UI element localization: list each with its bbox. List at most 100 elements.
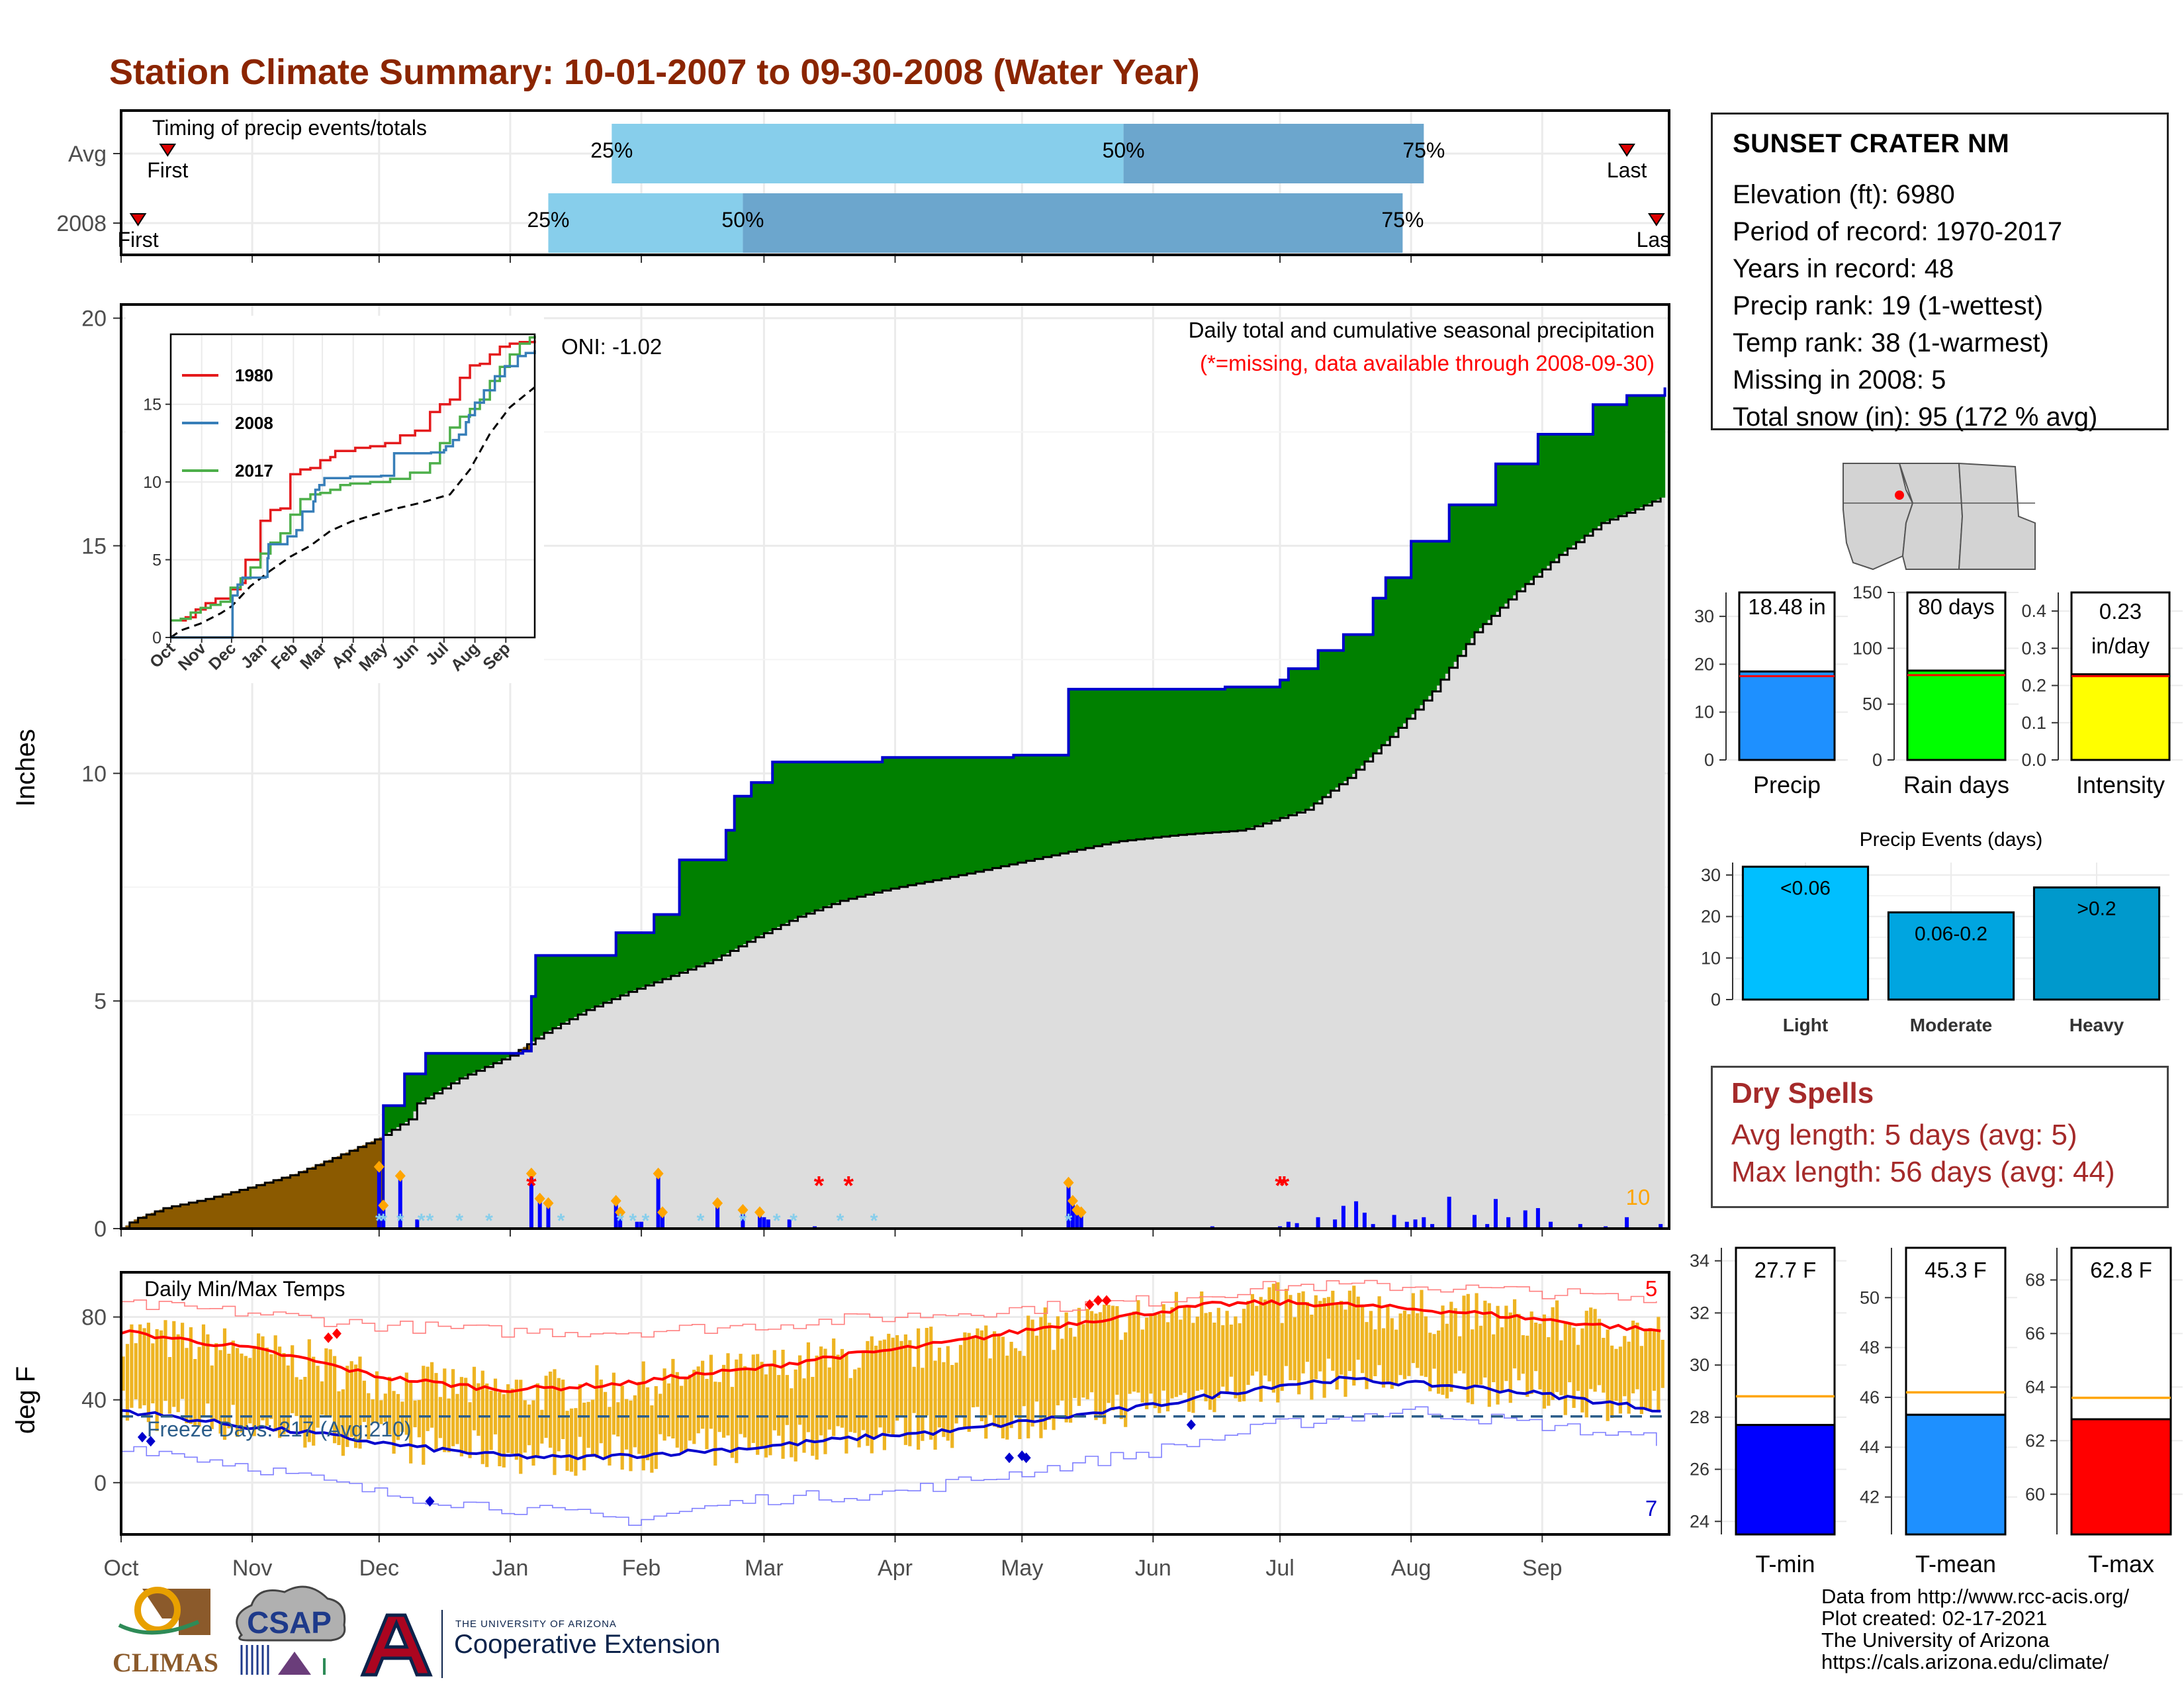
events-ytick-label: 20	[1701, 907, 1721, 927]
precip-snow-marker: *	[697, 1210, 705, 1232]
temp-xtick-label: Jul	[1265, 1556, 1294, 1581]
timing-label-50: 50%	[1103, 138, 1145, 162]
events-bar-label: <0.06	[1780, 877, 1831, 899]
temp-freeze-label: Freeze Days: 217 (Avg:210)	[147, 1417, 412, 1441]
dry-spells-avg: Avg length: 5 days (avg: 5)	[1731, 1119, 2077, 1151]
csap-logo-text: CSAP	[247, 1605, 332, 1640]
precip-missing-marker: *	[526, 1172, 537, 1201]
temp-record-low-marker	[146, 1436, 156, 1447]
dry-spells-box: Dry Spells Avg length: 5 days (avg: 5) M…	[1711, 1066, 2169, 1208]
coop-ext-logo-text: Cooperative Extension	[454, 1630, 720, 1659]
precip-daily-bar	[639, 1221, 644, 1229]
timing-label-75: 75%	[1402, 138, 1445, 162]
precip-daily-bar	[618, 1215, 623, 1229]
precip-snow-marker: *	[557, 1210, 565, 1232]
station-name: SUNSET CRATER NM	[1733, 129, 2010, 158]
events-category-label: Heavy	[2070, 1015, 2124, 1035]
temp-normal-max-line	[120, 1299, 1661, 1393]
temp-record-high-marker	[1093, 1295, 1103, 1306]
precip-snow-marker: *	[837, 1210, 844, 1232]
station-precip-rank: Precip rank: 19 (1-wettest)	[1733, 291, 2044, 320]
ttotal-value-label: 45.3 F	[1925, 1258, 1987, 1282]
precip-event-marker	[712, 1197, 723, 1209]
ttotal-ytick-label: 32	[1690, 1303, 1709, 1323]
precip-daily-bar	[537, 1201, 542, 1229]
precip-above-avg-area	[383, 395, 1666, 1135]
total-value-label: 18.48 in	[1748, 594, 1825, 619]
temp-xtick-label: Aug	[1391, 1556, 1432, 1581]
precip-daily-bar	[1295, 1223, 1299, 1229]
temp-ytick-label: 40	[81, 1388, 107, 1413]
temp-xtick-label: Jan	[492, 1556, 529, 1581]
timing-label-25: 25%	[590, 138, 633, 162]
precip-ylabel: Inches	[11, 729, 40, 807]
timing-bar-25-50	[548, 193, 743, 253]
precip-daily-bar	[1535, 1208, 1540, 1229]
timing-last-marker	[1647, 213, 1665, 226]
total-ytick-label: 100	[1852, 638, 1882, 658]
precip-daily-bar	[415, 1219, 420, 1229]
timing-bar-50-75	[1123, 124, 1424, 183]
total-panel-name: Rain days	[1903, 771, 2009, 798]
inset-border	[169, 333, 536, 639]
precip-event-marker	[394, 1170, 406, 1182]
precip-snow-marker: *	[642, 1210, 650, 1232]
ttotal-ytick-label: 60	[2025, 1484, 2045, 1504]
temp-normal-min-line	[120, 1376, 1661, 1460]
precip-daily-bar	[757, 1215, 762, 1229]
precip-daily-bar	[529, 1176, 533, 1229]
climas-logo-swoosh	[118, 1620, 200, 1635]
timing-label-25: 25%	[527, 208, 569, 232]
precip-daily-bar	[1485, 1224, 1490, 1229]
precip-ytick-label: 20	[81, 306, 107, 332]
precip-daily-bar	[1371, 1224, 1375, 1229]
precip-daily-bar	[546, 1205, 551, 1229]
temp-xtick-label: May	[1001, 1556, 1043, 1581]
ttotal-ytick-label: 62	[2025, 1430, 2045, 1450]
inset-line-2017	[171, 336, 536, 622]
ttotal-ytick-label: 24	[1690, 1511, 1709, 1531]
precip-event-marker	[737, 1203, 749, 1216]
total-label-box	[1906, 591, 2007, 672]
ttotal-ytick-label: 30	[1690, 1355, 1709, 1375]
precip-daily-bar	[1549, 1221, 1553, 1229]
total-value-bar	[2070, 673, 2171, 761]
precip-daily-bar	[1392, 1215, 1396, 1229]
total-value-label: 0.23	[2099, 599, 2142, 624]
timing-title: Timing of precip events/totals	[152, 116, 427, 140]
ttotal-ytick-label: 28	[1690, 1407, 1709, 1427]
timing-bar-50-75	[743, 193, 1403, 253]
inset-legend-label: 1980	[235, 365, 273, 385]
credit-date: Plot created: 02-17-2021	[1821, 1607, 2048, 1630]
precip-daily-bar	[1447, 1196, 1451, 1229]
precip-daily-bar	[1333, 1219, 1338, 1229]
temp-xtick-label: Feb	[622, 1556, 661, 1581]
csap-mountain-icon	[278, 1652, 311, 1675]
temp-title: Daily Min/Max Temps	[144, 1277, 345, 1301]
events-bar	[1741, 865, 1870, 1001]
temp-record-high-marker	[1102, 1295, 1112, 1306]
precip-event-marker	[543, 1197, 554, 1209]
total-panel-name: Precip	[1753, 771, 1821, 798]
station-temp-rank: Temp rank: 38 (1-warmest)	[1733, 328, 2049, 357]
total-ytick-label: 50	[1862, 694, 1882, 714]
inset-legend-label: 2008	[235, 413, 273, 433]
temp-xtick-label: Apr	[878, 1556, 913, 1581]
total-ytick-label: 0.1	[2021, 713, 2046, 733]
inset-ytick-label: 15	[143, 396, 161, 414]
inset-ytick-label: 5	[152, 551, 161, 570]
precip-daily-bar	[1413, 1219, 1418, 1229]
precip-snow-marker: *	[426, 1210, 434, 1232]
precip-ytick-label: 15	[81, 534, 107, 559]
precip-event-marker	[615, 1206, 626, 1219]
precip-event-marker	[610, 1195, 621, 1207]
precip-avg-area	[121, 495, 1665, 1229]
inset-ytick-label: 10	[143, 473, 161, 492]
precip-daily-bar	[766, 1219, 770, 1229]
temp-xtick-label: Oct	[104, 1556, 139, 1581]
ttotal-value-bar	[1735, 1424, 1836, 1536]
temp-panel: 0 40 80 Daily Min/Max Temps Freeze Days: 217…	[11, 1271, 1670, 1581]
temp-totals-panel: 24 26 28 30 32 34 27.7 F T-min 42 44 46 48 50 45.3 F T…	[1690, 1246, 2183, 1577]
ttotal-ytick-label: 48	[1860, 1338, 1880, 1358]
